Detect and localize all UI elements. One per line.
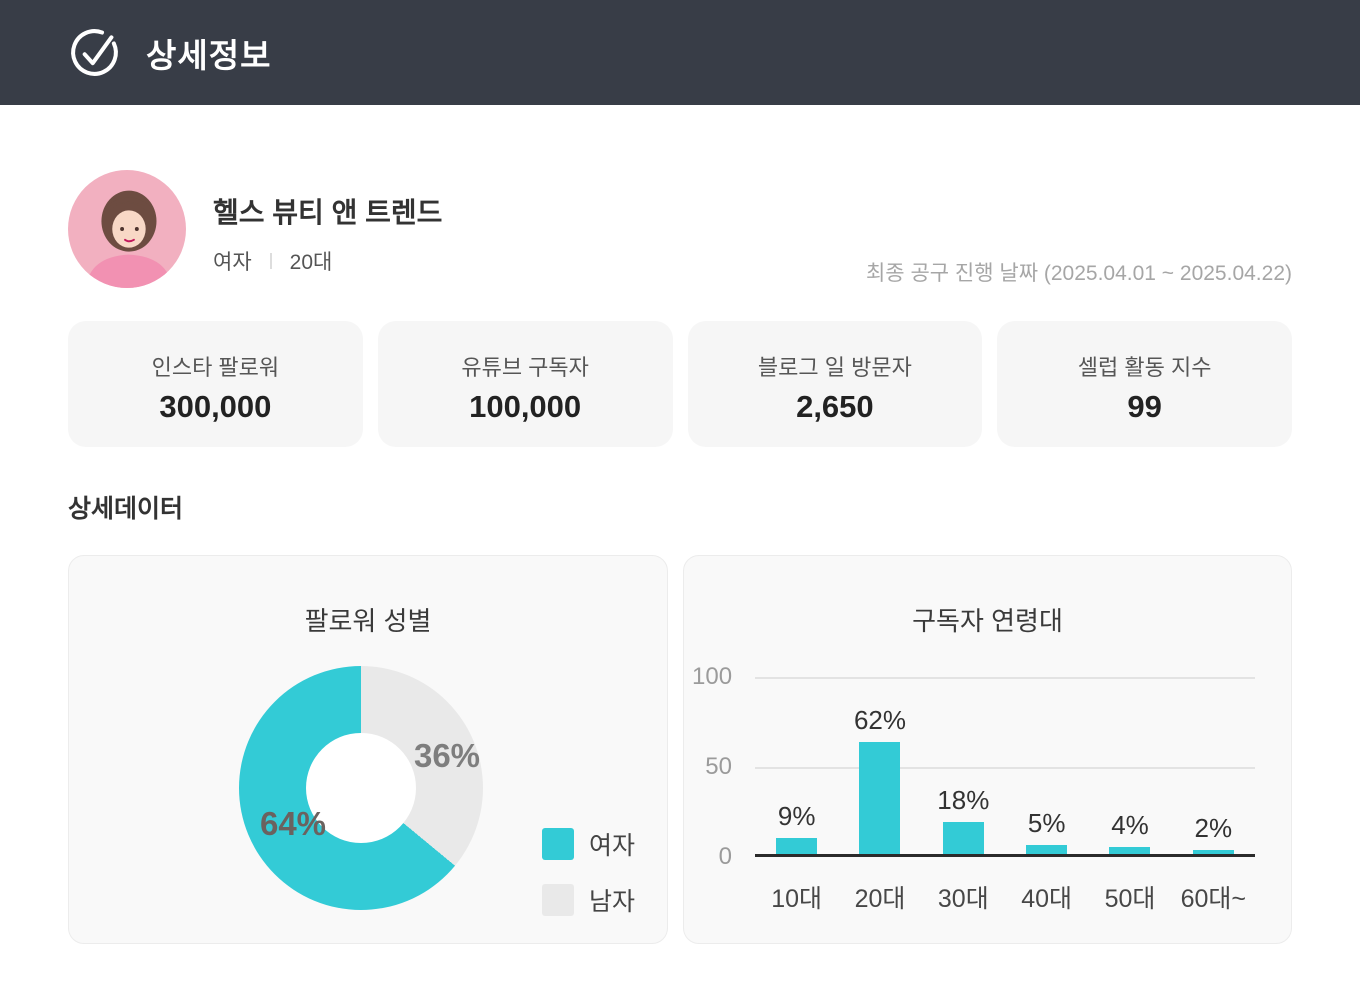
- bar-value-label: 18%: [937, 784, 990, 815]
- stat-value: 99: [1127, 389, 1162, 424]
- y-axis-tick-50: 50: [705, 753, 732, 780]
- gender-legend: 여자 남자: [542, 826, 635, 918]
- charts-row: 팔로워 성별 64% 36% 여자 남자 구독자 연령대 100 50: [68, 555, 1292, 944]
- bar: [942, 821, 984, 854]
- gender-donut: [239, 666, 483, 910]
- section-title-detail-data: 상세데이터: [68, 495, 184, 523]
- y-axis-tick-0: 0: [718, 843, 732, 870]
- bar-value-label: 4%: [1111, 809, 1149, 840]
- donut-label-male: 36%: [413, 737, 481, 774]
- profile-info: 헬스 뷰티 앤 트렌드 여자 20대: [213, 170, 442, 288]
- bar-plot-area: 9% 10대 62% 20대 18% 30대 5% 40대 4% 50대 2% 60대~: [755, 677, 1255, 913]
- influencer-name: 헬스 뷰티 앤 트렌드: [213, 197, 443, 228]
- bar-value-label: 9%: [777, 800, 816, 831]
- stat-card-instagram-followers: 인스타 팔로워 300,000: [68, 321, 363, 447]
- stat-card-blog-daily-visitors: 블로그 일 방문자 2,650: [687, 321, 983, 447]
- stats-row: 인스타 팔로워 300,000 유튜브 구독자 100,000 블로그 일 방문…: [68, 321, 1292, 447]
- stat-value: 100,000: [469, 389, 582, 424]
- stat-card-youtube-subscribers: 유튜브 구독자 100,000: [377, 321, 673, 447]
- stat-value: 2,650: [796, 389, 874, 424]
- stat-label: 인스타 팔로워: [151, 355, 280, 380]
- stat-label: 유튜브 구독자: [461, 355, 589, 380]
- gridline-100: [755, 677, 1255, 679]
- x-axis-tick: 40대: [1021, 885, 1073, 913]
- app-header: 상세정보: [0, 0, 1360, 105]
- profile-section: 헬스 뷰티 앤 트렌드 여자 20대 최종 공구 진행 날짜 (2025.04.…: [68, 170, 1292, 288]
- bar: [859, 742, 901, 854]
- x-axis-tick: 50대: [1104, 885, 1156, 913]
- stat-label: 블로그 일 방문자: [757, 355, 912, 380]
- page-title: 상세정보: [146, 36, 272, 74]
- bar-column: 62% 20대: [838, 705, 921, 913]
- check-circle-icon: [71, 29, 118, 76]
- x-axis-tick: 10대: [771, 885, 823, 913]
- avatar-illustration: [68, 170, 186, 288]
- bar-value-label: 2%: [1194, 813, 1233, 844]
- bar-chart-title: 구독자 연령대: [912, 606, 1063, 636]
- y-axis-tick-100: 100: [692, 663, 733, 690]
- subscriber-age-panel: 구독자 연령대 100 50 0 9% 10대 62% 20대 18% 30대 5% 40대 4…: [683, 555, 1292, 944]
- bar: [1192, 850, 1234, 854]
- bar-column: 18% 30대: [922, 784, 1005, 913]
- legend-label-male: 남자: [589, 888, 636, 916]
- follower-gender-panel: 팔로워 성별 64% 36% 여자 남자: [68, 555, 668, 944]
- age-group-label: 20대: [289, 251, 333, 274]
- age-bars: 9% 10대 62% 20대 18% 30대 5% 40대 4% 50대 2% 60대~: [755, 677, 1255, 913]
- bar-column: 5% 40대: [1005, 808, 1088, 913]
- donut-hole: [306, 733, 416, 843]
- bar-column: 4% 50대: [1088, 809, 1171, 913]
- campaign-period-label: 최종 공구 진행 날짜 (2025.04.01 ~ 2025.04.22): [865, 262, 1292, 285]
- gender-label: 여자: [213, 251, 252, 274]
- legend-item-male: 남자: [542, 882, 635, 918]
- bar-column: 9% 10대: [755, 800, 838, 913]
- x-axis-tick: 30대: [937, 885, 989, 913]
- gridline-50: [755, 767, 1255, 769]
- legend-swatch-female: [542, 828, 574, 860]
- legend-swatch-male: [542, 884, 574, 916]
- profile-avatar: [68, 170, 186, 288]
- stat-label: 셀럽 활동 지수: [1077, 355, 1212, 380]
- stat-card-celeb-activity-index: 셀럽 활동 지수 99: [997, 321, 1292, 447]
- bar: [1109, 846, 1151, 854]
- donut-label-female: 64%: [259, 805, 327, 842]
- stat-value: 300,000: [159, 389, 272, 424]
- bar: [1026, 845, 1068, 854]
- legend-label-female: 여자: [589, 832, 636, 860]
- bar-value-label: 5%: [1027, 808, 1066, 838]
- x-axis-tick: 60대~: [1180, 885, 1246, 913]
- x-axis-tick: 20대: [854, 885, 906, 913]
- legend-item-female: 여자: [542, 826, 635, 862]
- donut-chart-title: 팔로워 성별: [304, 606, 432, 636]
- profile-meta: 여자 20대: [213, 246, 442, 276]
- bar: [776, 837, 818, 854]
- meta-divider: [269, 253, 272, 269]
- bar-column: 2% 60대~: [1172, 813, 1255, 913]
- bar-value-label: 62%: [853, 705, 907, 736]
